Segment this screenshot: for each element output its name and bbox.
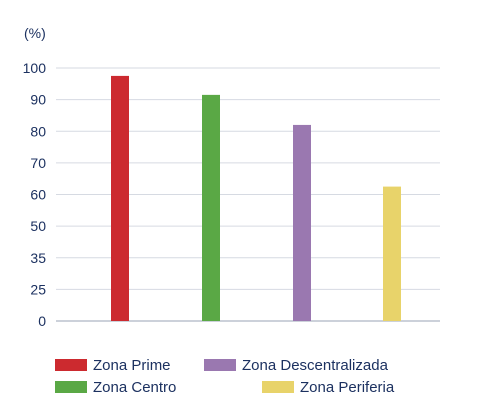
y-tick-label: 35 [30,250,46,266]
y-axis-unit-label: (%) [24,25,46,41]
y-tick-label: 60 [30,187,46,203]
bar-zona-centro [202,94,220,321]
y-tick-label: 25 [30,281,46,297]
bar-zona-periferia [383,186,401,321]
y-tick-label: 50 [30,218,46,234]
y-tick-label: 90 [30,92,46,108]
y-tick-label: 70 [30,155,46,171]
y-tick-label: 0 [38,313,46,329]
bar-zona-prime [111,75,129,321]
bar-zona-descentralizada [293,124,311,321]
bars [111,75,401,321]
y-tick-label: 80 [30,123,46,139]
y-axis-ticks: 0 25 35 50 60 70 80 90 100 [23,60,47,329]
y-tick-label: 100 [23,60,47,76]
